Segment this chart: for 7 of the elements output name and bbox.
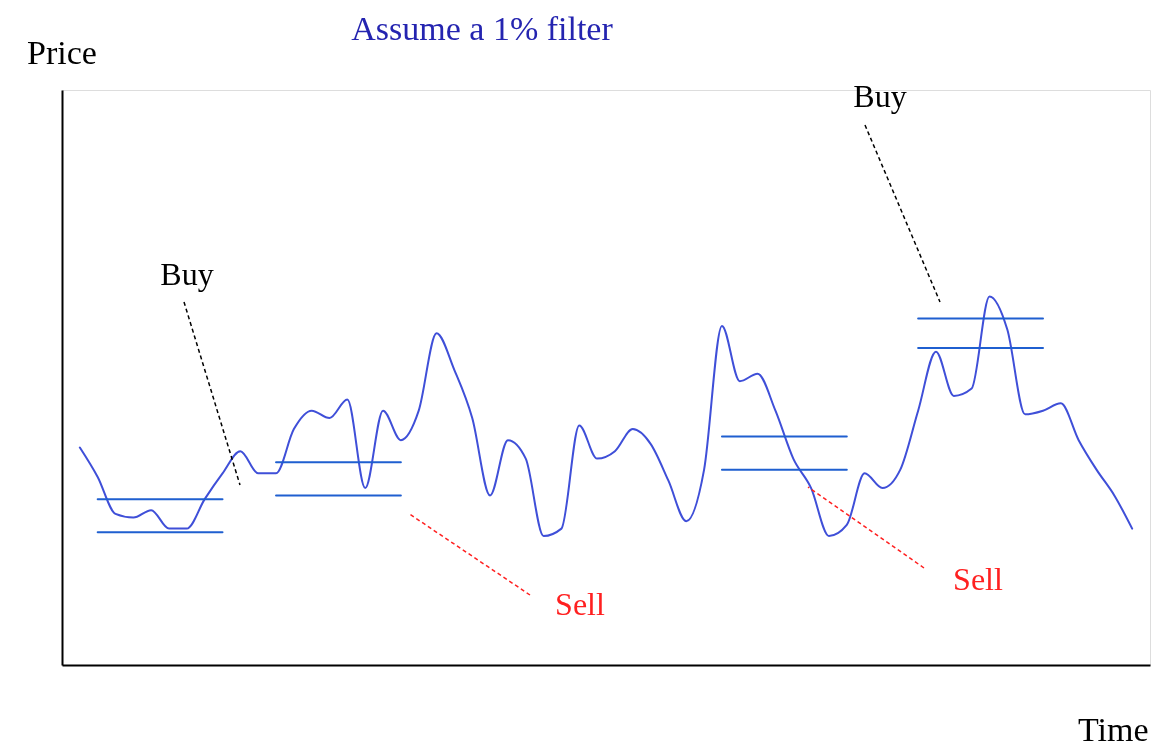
x-axis-title: Time — [1077, 710, 1149, 744]
annotation: Sell — [555, 586, 605, 622]
text: Buy — [853, 78, 907, 114]
text: Price — [27, 34, 97, 71]
annotation: Sell — [953, 561, 1003, 597]
chart-title: Assume a 1% filter — [351, 10, 614, 47]
text: Buy — [160, 256, 214, 292]
